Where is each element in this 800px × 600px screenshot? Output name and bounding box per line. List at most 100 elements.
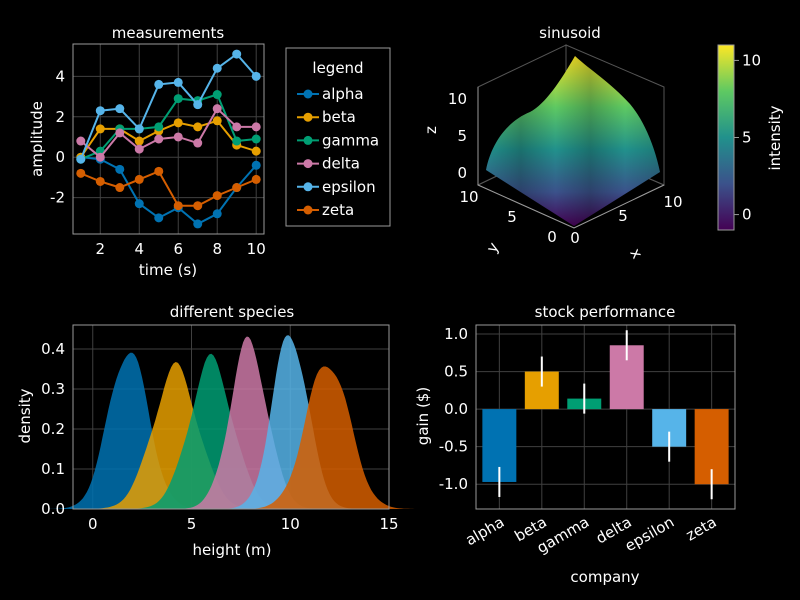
y-tick-5: 5 (507, 208, 517, 226)
x-tick-label: 0 (88, 515, 98, 533)
measurements-xlabel: time (s) (139, 261, 197, 279)
y-tick-label: -0.5 (439, 438, 468, 456)
legend-label-beta: beta (322, 108, 356, 126)
data-point-beta (212, 116, 222, 126)
data-point-zeta (134, 174, 144, 184)
measurements-frame (72, 43, 265, 235)
data-point-delta (154, 134, 164, 144)
data-point-delta (95, 152, 105, 162)
stock-title: stock performance (535, 303, 676, 321)
y-tick-label: -1.0 (439, 475, 468, 493)
y-tick-label: 0 (55, 148, 65, 166)
sinusoid-panel: 10 5 0 z 10 5 0 y 0 5 10 x sinusoid 0510… (422, 24, 784, 262)
legend-swatch-marker (303, 205, 313, 215)
measurements-panel: 2 4 6 8 10 -2 0 2 4 measurements time (s) amplit… (28, 24, 266, 279)
density-area (173, 336, 324, 509)
legend-label-gamma: gamma (322, 131, 379, 149)
data-point-delta (134, 144, 144, 154)
data-point-gamma (173, 94, 183, 104)
density-area (219, 335, 362, 509)
z-tick-5: 5 (457, 127, 467, 145)
data-point-epsilon (173, 77, 183, 87)
data-point-delta (193, 138, 203, 148)
x-tick-5: 5 (618, 207, 628, 225)
legend-swatch-marker (303, 112, 313, 122)
y-tick-label: 0.4 (41, 340, 65, 358)
series-line-beta (79, 119, 257, 158)
data-point-epsilon (193, 100, 203, 110)
data-point-epsilon (251, 71, 261, 81)
x-tick-label: 15 (379, 515, 398, 533)
series-line-zeta (80, 170, 257, 207)
legend-label-zeta: zeta (322, 201, 354, 219)
data-point-alpha (154, 213, 164, 223)
data-point-epsilon (95, 106, 105, 116)
colorbar (717, 44, 735, 231)
data-point-epsilon (212, 63, 222, 73)
y-tick-label: 0.2 (41, 420, 65, 438)
stock-xlabel: company (570, 568, 639, 586)
legend-box (285, 47, 391, 227)
data-point-epsilon (115, 104, 125, 114)
data-point-gamma (212, 90, 222, 100)
data-point-beta (193, 122, 203, 132)
y-tick-label: 2 (55, 108, 65, 126)
legend-swatch-marker (303, 135, 313, 145)
species-xlabel: height (m) (193, 541, 272, 559)
legend-title: legend (312, 59, 363, 77)
data-point-delta (76, 136, 86, 146)
species-title: different species (170, 303, 295, 321)
stock-ylabel: gain ($) (414, 387, 432, 445)
data-point-zeta (173, 201, 183, 211)
y-tick-label: 0.1 (41, 460, 65, 478)
z-tick-0: 0 (457, 164, 467, 182)
y-tick-label: 0.3 (41, 380, 65, 398)
colorbar-tick-label: 5 (742, 129, 752, 147)
legend-swatch-marker (303, 159, 313, 169)
data-point-alpha (212, 209, 222, 219)
sinusoid-title: sinusoid (539, 24, 601, 42)
data-point-zeta (251, 174, 261, 184)
legend-label-epsilon: epsilon (322, 178, 376, 196)
y-tick-label: -2 (50, 189, 65, 207)
density-area (49, 352, 208, 509)
y-tick-10: 10 (459, 188, 478, 206)
x-tick-label: 6 (173, 240, 183, 258)
data-point-alpha (115, 164, 125, 174)
data-point-delta (173, 132, 183, 142)
data-point-zeta (115, 183, 125, 193)
colorbar-tick-label: 0 (742, 206, 752, 224)
legend-label-delta: delta (322, 155, 360, 173)
data-point-beta (95, 124, 105, 134)
data-point-zeta (212, 191, 222, 201)
y-tick-label: 0.5 (444, 363, 468, 381)
z-axis-label: z (422, 126, 440, 134)
series-line-epsilon (79, 52, 257, 160)
y-tick-0: 0 (547, 228, 557, 246)
z-tick-10: 10 (448, 90, 467, 108)
data-point-alpha (251, 160, 261, 170)
x-tick-label: 10 (281, 515, 300, 533)
data-point-zeta (95, 176, 105, 186)
y-tick-label: 0.0 (41, 500, 65, 518)
data-point-zeta (76, 168, 86, 178)
x-tick-label: 5 (187, 515, 197, 533)
data-point-delta (115, 128, 125, 138)
data-point-epsilon (232, 49, 242, 59)
x-tick-label: 10 (247, 240, 266, 258)
data-point-delta (251, 122, 261, 132)
species-panel: 0 5 10 150.00.10.20.30.4 different species … (16, 303, 415, 559)
data-point-epsilon (134, 124, 144, 134)
density-area (124, 353, 299, 509)
data-point-delta (212, 104, 222, 114)
data-point-alpha (134, 199, 144, 209)
colorbar-tick-label: 10 (742, 51, 761, 69)
data-point-zeta (154, 166, 164, 176)
data-point-zeta (232, 183, 242, 193)
legend-label-alpha: alpha (322, 85, 364, 103)
front-axes (477, 184, 665, 229)
data-point-epsilon (154, 79, 164, 89)
x-tick-10: 10 (663, 193, 682, 211)
